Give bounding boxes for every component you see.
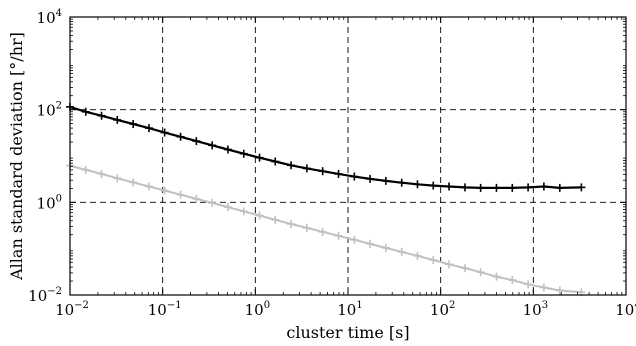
data-point [271,157,280,166]
y-tick-label: 102 [37,101,62,120]
data-point [413,180,422,189]
data-point [318,227,327,236]
data-point [508,276,517,285]
data-point [192,194,201,203]
data-point [508,183,517,192]
data-point [429,181,438,190]
data-point [271,215,280,224]
data-point [444,260,453,269]
data-point [176,190,185,199]
data-point [81,165,90,174]
data-point [476,183,485,192]
data-point [239,149,248,158]
series-line [69,105,582,190]
x-tick-label: 100 [245,300,270,319]
data-point [239,207,248,216]
data-point [192,137,201,146]
data-point [144,124,153,133]
data-point [97,111,106,120]
y-tick-label: 100 [37,193,62,212]
data-point [429,255,438,264]
data-point [223,145,232,154]
data-point [302,223,311,232]
data-point [129,120,138,129]
data-point [208,141,217,150]
data-point [524,183,533,192]
x-tick-label: 103 [523,300,548,319]
data-point [539,283,548,292]
data-point [144,182,153,191]
data-point [334,231,343,240]
data-point [460,183,469,192]
x-tick-label: 10−1 [148,300,182,319]
series-layer [66,102,586,297]
data-point [413,251,422,260]
data-point [577,183,586,192]
data-point [318,167,327,176]
data-point [476,268,485,277]
axis-ticks: 10−2 10−1 100 101 102 103 104 10−2 100 102 104 [28,8,636,319]
data-point [366,174,375,183]
data-point [539,182,548,191]
data-point [381,176,390,185]
data-point [129,178,138,187]
data-point [255,211,264,220]
data-point [555,183,564,192]
data-point [350,172,359,181]
x-tick-label: 101 [337,300,362,319]
data-point [492,183,501,192]
data-point [113,115,122,124]
data-point [287,161,296,170]
data-point [397,247,406,256]
data-point [460,264,469,273]
data-point [160,128,169,137]
data-point [397,178,406,187]
data-point [524,280,533,289]
data-point [113,174,122,183]
data-point [334,169,343,178]
data-point [255,153,264,162]
data-point [492,272,501,281]
y-axis-label: Allan standard deviation [°/hr] [7,32,26,281]
data-point [223,203,232,212]
data-point [366,239,375,248]
x-tick-label: 104 [615,300,636,319]
y-tick-label: 10−2 [28,286,62,305]
data-point [555,286,564,295]
data-point [81,107,90,116]
data-point [381,243,390,252]
grid-lines [70,17,626,295]
y-tick-label: 104 [37,8,62,27]
series-line [69,164,582,294]
data-point [287,220,296,229]
data-point [208,198,217,207]
data-point [160,186,169,195]
x-tick-label: 10−2 [55,300,89,319]
data-point [444,182,453,191]
data-point [350,235,359,244]
data-point [97,169,106,178]
data-point [302,164,311,173]
x-axis-label: cluster time [s] [286,323,409,342]
x-tick-label: 102 [430,300,455,319]
data-point [176,132,185,141]
